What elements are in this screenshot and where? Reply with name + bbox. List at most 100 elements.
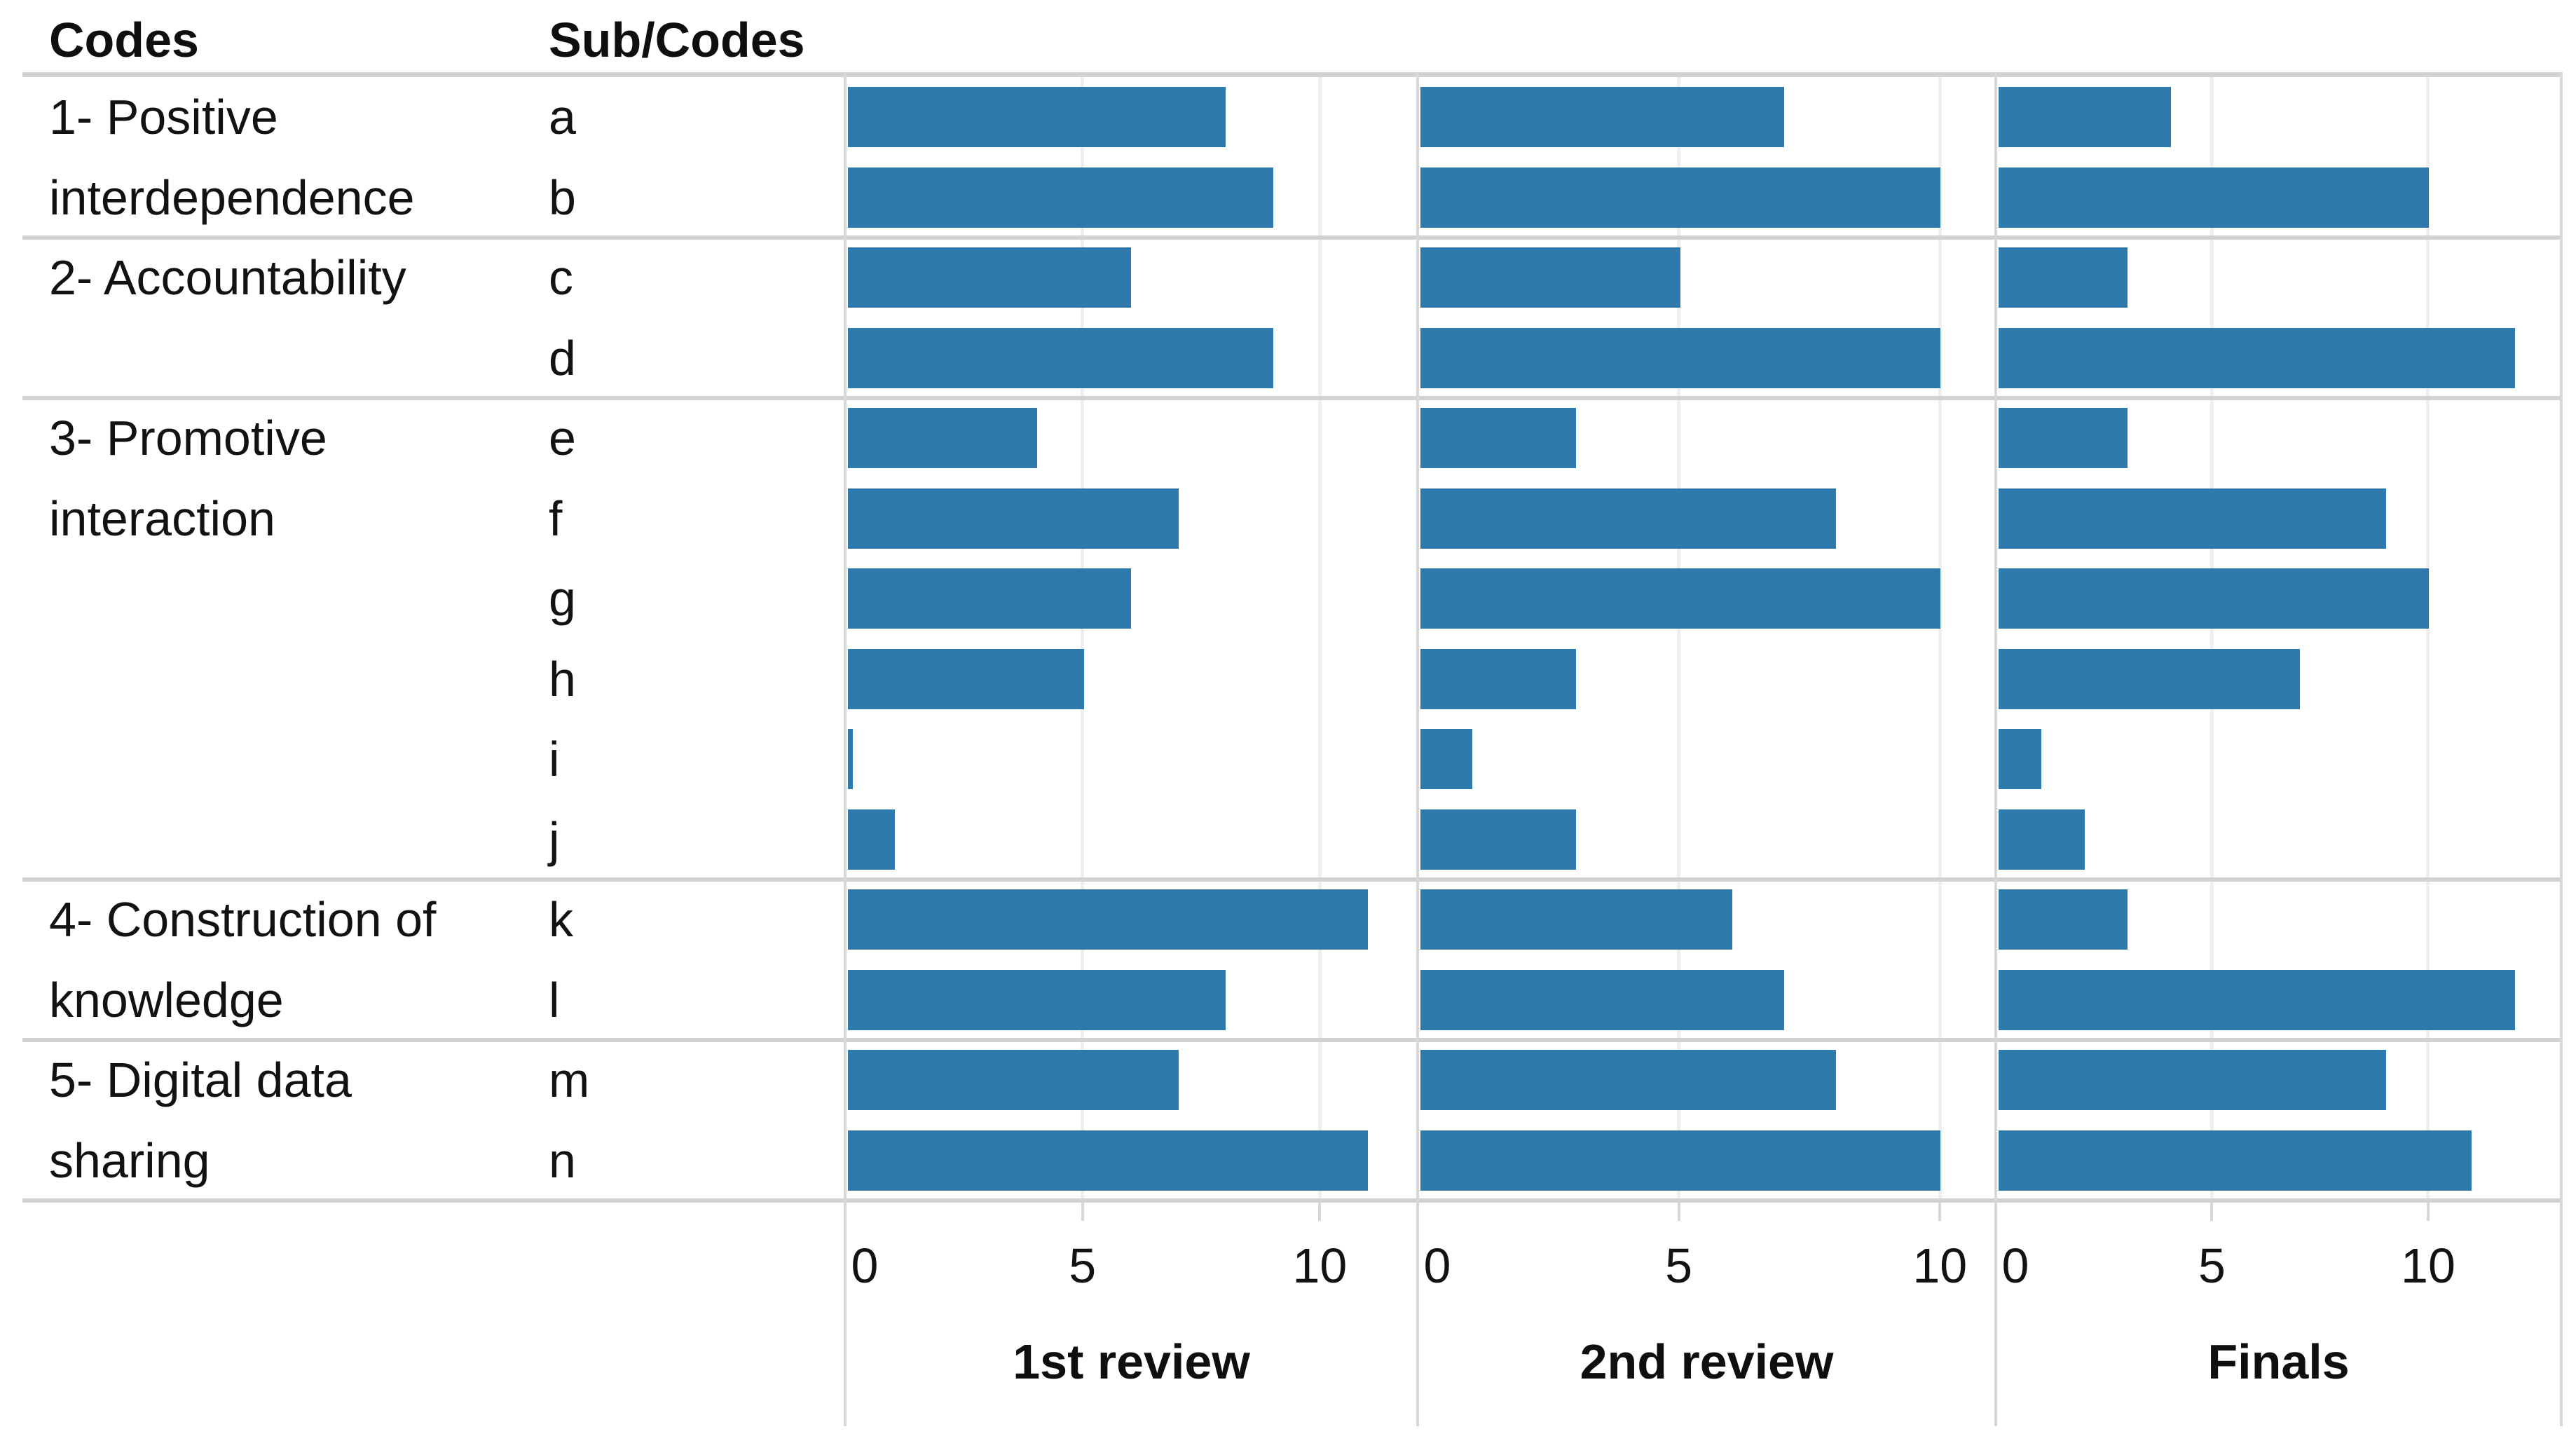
subcode-label: c [549,250,573,306]
subcode-label: i [549,732,560,787]
bar [1999,969,2515,1030]
axis-tick-mark [1938,1203,1942,1221]
subcode-label: k [549,892,573,948]
bar [1420,969,1785,1030]
subcode-label: e [549,411,576,466]
panel-title: Finals [2207,1334,2350,1389]
axis-tick-mark [1081,1203,1084,1221]
bar [1420,87,1785,148]
bar [1420,1130,1940,1191]
axis-tick-mark [1677,1203,1680,1221]
bar [1999,729,2042,790]
category-label-line: 2- Accountability [49,250,406,306]
gridline [1081,77,1085,1201]
subcode-label: a [549,90,576,145]
bar [848,327,1273,388]
bar [848,247,1132,308]
gridline [1317,77,1322,1201]
bar [1420,1050,1837,1111]
panel-border [844,72,847,1426]
bottom-axis-line [22,1198,2561,1203]
panel-border [1416,72,1419,1426]
axis-tick-label: 10 [1292,1238,1348,1293]
axis-tick-label: 10 [1912,1238,1968,1293]
bar [1999,648,2300,709]
axis-tick-label: 10 [2401,1238,2455,1293]
group-separator [22,1038,2561,1042]
bar [1999,568,2429,629]
bar [1999,167,2429,228]
group-separator [22,396,2561,400]
bar [1420,488,1837,549]
group-separator [22,235,2561,240]
category-label-line: 3- Promotive [49,411,327,466]
bar [848,488,1179,549]
bar [848,889,1368,950]
axis-tick-label: 5 [1665,1238,1693,1293]
bar [1420,408,1577,469]
category-label-line: 4- Construction of [49,892,437,948]
subcode-label: l [549,972,560,1027]
group-separator [22,877,2561,882]
subcode-label: n [549,1133,576,1188]
bar [1420,889,1732,950]
bar [1999,488,2386,549]
bar [1999,1050,2386,1111]
subcode-label: m [549,1053,590,1108]
bar [1420,729,1473,790]
panel-title: 1st review [1013,1334,1250,1389]
bar [848,1050,1179,1111]
bar [848,1130,1368,1191]
gridline [2426,77,2430,1201]
subcode-label: f [549,491,563,546]
gridline [2210,77,2214,1201]
panel-title: 2nd review [1580,1334,1834,1389]
bar [1999,87,2171,148]
bar [1420,167,1940,228]
axis-tick-label: 0 [851,1238,879,1293]
bar [848,648,1085,709]
bar [848,809,896,870]
axis-tick-label: 5 [2198,1238,2226,1293]
panel-border [2560,72,2563,1426]
subcode-label: h [549,651,576,706]
bar [848,408,1037,469]
bar [1420,648,1577,709]
axis-tick-mark [1318,1203,1322,1221]
bar [1999,889,2128,950]
axis-tick-mark [2210,1203,2214,1221]
subcodes-column-header: Sub/Codes [549,13,805,67]
subcode-label: b [549,170,576,225]
bar [1420,568,1940,629]
axis-tick-label: 0 [1423,1238,1451,1293]
category-label-line: sharing [49,1133,210,1188]
bar [1420,327,1940,388]
codes-column-header: Codes [49,13,199,67]
bar [1420,247,1680,308]
bar [1999,809,2085,870]
category-label-line: knowledge [49,972,284,1027]
bar [848,729,853,790]
bar [1999,327,2515,388]
category-label-line: 1- Positive [49,90,278,145]
bar [848,568,1132,629]
category-label-line: interdependence [49,170,415,225]
panel-border [1994,72,1997,1426]
axis-tick-label: 5 [1069,1238,1097,1293]
gridline [1938,77,1942,1201]
bar [1999,1130,2472,1191]
subcode-label: g [549,571,576,627]
axis-tick-label: 0 [2001,1238,2029,1293]
subcode-label: j [549,812,560,867]
bar [848,87,1226,148]
subcode-label: d [549,330,576,385]
bar [848,969,1226,1030]
bar [1999,408,2128,469]
bar [1999,247,2128,308]
header-underline [22,72,2561,77]
category-label-line: interaction [49,491,275,546]
gridline [1677,77,1681,1201]
axis-tick-mark [2426,1203,2430,1221]
bar [848,167,1273,228]
